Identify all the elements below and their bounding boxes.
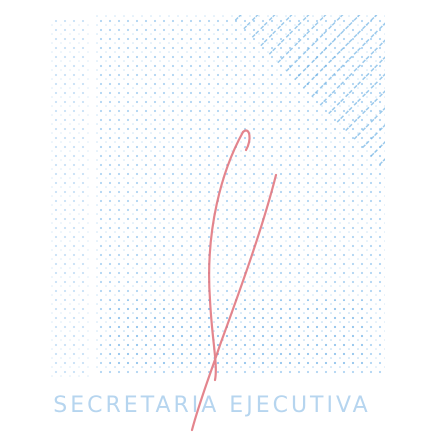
stamp-text: SECRETARIA EJECUTIVA <box>53 393 370 418</box>
hatched-corner <box>230 15 385 170</box>
signature <box>190 129 278 432</box>
signature-stroke <box>190 173 278 432</box>
side-band <box>50 20 90 380</box>
lower-band <box>110 300 370 370</box>
signature-stroke <box>241 129 251 152</box>
stamp-graphic <box>50 15 385 380</box>
